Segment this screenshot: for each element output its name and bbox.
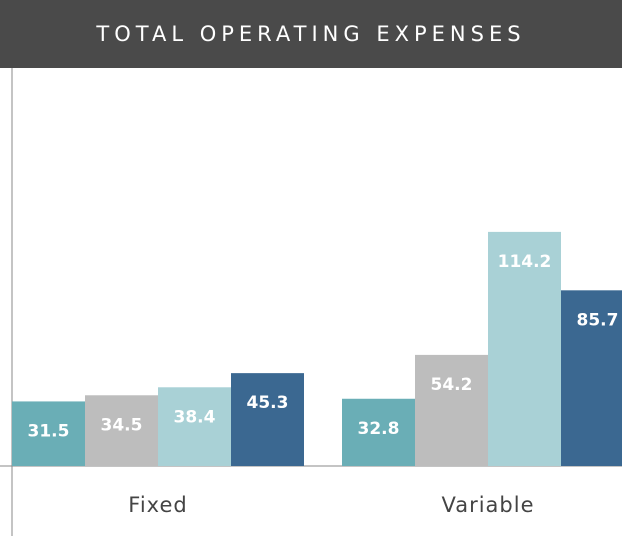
bar: [415, 354, 488, 466]
value-label: 54.2: [431, 375, 473, 395]
bar: [231, 373, 304, 466]
bar: [158, 387, 231, 466]
value-label: 114.2: [498, 252, 552, 272]
value-label: 34.5: [101, 415, 143, 435]
value-label: 32.8: [358, 419, 400, 439]
value-label: 31.5: [28, 421, 70, 441]
title-bar: [0, 0, 622, 68]
value-label: 85.7: [577, 310, 619, 330]
chart-title: TOTAL OPERATING EXPENSES: [95, 22, 525, 46]
value-label: 45.3: [247, 393, 289, 413]
value-label: 38.4: [174, 407, 216, 427]
bar: [342, 398, 415, 466]
bar: [12, 401, 85, 466]
x-tick-label: Variable: [441, 493, 534, 517]
x-tick-label: Fixed: [128, 493, 187, 517]
bar: [85, 395, 158, 466]
bar: [488, 231, 561, 466]
bar: [561, 290, 622, 466]
